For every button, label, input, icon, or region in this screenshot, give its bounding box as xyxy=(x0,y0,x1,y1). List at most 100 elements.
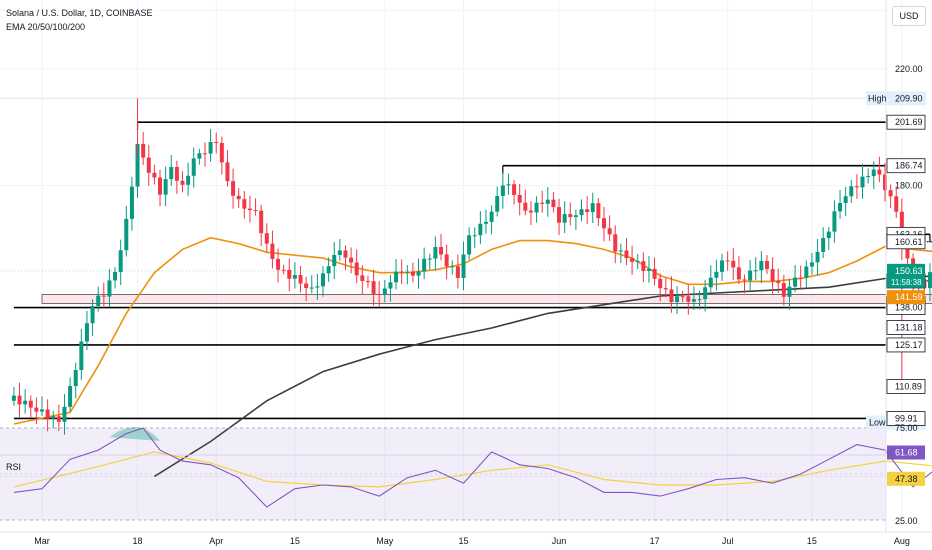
candle-body xyxy=(815,251,820,263)
candle-body xyxy=(163,179,168,195)
candle-body xyxy=(79,341,84,370)
candle-body xyxy=(40,409,44,412)
rsi-value-label[interactable]: 61.68 xyxy=(895,448,918,458)
candle-body xyxy=(276,258,281,270)
price-tag-label[interactable]: 160.61 xyxy=(895,237,923,247)
candle-body xyxy=(630,258,635,262)
candle-body xyxy=(697,299,702,301)
currency-button[interactable]: USD xyxy=(892,6,926,26)
price-tag-bg xyxy=(886,320,926,335)
price-axis[interactable]: 80.00240.00220.00180.00High209.90Low98.4… xyxy=(866,0,926,532)
time-tick-label[interactable]: Jul xyxy=(722,536,734,546)
symbol-title[interactable]: Solana / U.S. Dollar, 1D, COINBASE xyxy=(6,8,153,18)
price-tag-label[interactable]: 138.00 xyxy=(895,303,923,313)
candle-body xyxy=(242,199,247,209)
candles xyxy=(11,98,932,435)
price-tag-bg xyxy=(886,337,926,353)
last-price-label[interactable]: 150.63 xyxy=(895,266,923,276)
rsi-label[interactable]: RSI xyxy=(6,462,22,472)
candle-body xyxy=(62,406,67,422)
price-tag-label[interactable]: 163.16 xyxy=(895,229,923,239)
candle-body xyxy=(141,143,146,158)
candle-body xyxy=(343,250,348,258)
price-tag-label[interactable]: 186.74 xyxy=(895,161,923,171)
time-tick-label[interactable]: 15 xyxy=(290,536,300,546)
candle-body xyxy=(483,221,488,224)
candle-body xyxy=(90,306,95,324)
ema-tag-label[interactable]: 141.59 xyxy=(895,292,923,302)
candle-body xyxy=(838,202,843,212)
candle-body xyxy=(287,269,292,279)
candle-body xyxy=(202,153,207,155)
candle-body xyxy=(270,243,275,259)
time-tick-label[interactable]: 17 xyxy=(650,536,660,546)
candle-body xyxy=(34,407,39,412)
time-tick-label[interactable]: Aug xyxy=(894,536,910,546)
candle-body xyxy=(455,266,460,278)
candle-body xyxy=(96,295,101,307)
candle-body xyxy=(500,185,505,197)
candle-body xyxy=(219,142,224,163)
price-tag-label[interactable]: 131.18 xyxy=(895,322,923,332)
candle-body xyxy=(264,233,269,244)
candle-body xyxy=(174,166,179,181)
time-tick-label[interactable]: May xyxy=(376,536,394,546)
candle-body xyxy=(259,210,264,234)
candle-body xyxy=(478,223,483,236)
support-zone xyxy=(41,294,932,304)
candle-body xyxy=(51,416,56,419)
candle-body xyxy=(877,169,882,175)
high-label[interactable]: High xyxy=(868,93,887,103)
candle-body xyxy=(793,277,798,287)
time-tick-label[interactable]: Mar xyxy=(34,536,50,546)
candle-body xyxy=(231,181,236,196)
candle-body xyxy=(798,277,803,279)
candle-body xyxy=(585,209,590,213)
price-tag-label[interactable]: 99.91 xyxy=(895,413,918,423)
candle-body xyxy=(399,271,404,273)
candle-body xyxy=(467,235,472,255)
candle-body xyxy=(568,214,573,218)
indicator-legend[interactable]: EMA 20/50/100/200 xyxy=(6,22,86,32)
high-label-bg xyxy=(866,91,886,106)
time-axis[interactable]: Mar18Apr15May15Jun17Jul15Aug15Sep16Oct xyxy=(0,531,932,546)
candle-body xyxy=(753,270,758,272)
price-tag-label[interactable]: 110.89 xyxy=(895,382,922,392)
time-tick-label[interactable]: Jun xyxy=(552,536,567,546)
price-tick-label[interactable]: 220.00 xyxy=(895,64,923,74)
candle-body xyxy=(247,208,252,211)
candle-body xyxy=(281,269,286,271)
time-tick-label[interactable]: Apr xyxy=(209,536,223,546)
low-label[interactable]: Low xyxy=(869,418,886,428)
price-tick-label[interactable]: 180.00 xyxy=(895,180,923,190)
price-tag-label[interactable]: 125.17 xyxy=(895,340,923,350)
candle-body xyxy=(602,218,606,229)
rsi-ma-value-label[interactable]: 47.38 xyxy=(895,474,918,484)
rsi-tick-label[interactable]: 25.00 xyxy=(895,516,918,526)
candle-body xyxy=(152,172,157,178)
time-tick-label[interactable]: 15 xyxy=(807,536,817,546)
high-value[interactable]: 209.90 xyxy=(895,93,923,103)
candle-body xyxy=(309,287,314,289)
candle-body xyxy=(860,176,865,188)
candle-body xyxy=(641,261,646,271)
candle-body xyxy=(534,202,539,213)
time-tick-label[interactable]: 18 xyxy=(133,536,143,546)
candle-body xyxy=(871,169,876,177)
candle-body xyxy=(720,260,725,272)
candle-body xyxy=(377,293,382,296)
horizontal-levels[interactable] xyxy=(13,121,932,420)
candle-body xyxy=(776,281,781,283)
candle-body xyxy=(787,286,792,297)
candle-body xyxy=(618,250,623,252)
candle-body xyxy=(557,207,562,223)
price-tag-label[interactable]: 201.69 xyxy=(895,117,923,127)
candle-body xyxy=(573,215,578,218)
time-tick-label[interactable]: 15 xyxy=(458,536,468,546)
ema-tag-bg xyxy=(887,290,925,305)
countdown-label[interactable]: 11:58:38 xyxy=(891,278,922,287)
candle-body xyxy=(23,400,28,405)
candle-body xyxy=(646,268,651,271)
rsi-tick-label[interactable]: 75.00 xyxy=(895,423,918,433)
